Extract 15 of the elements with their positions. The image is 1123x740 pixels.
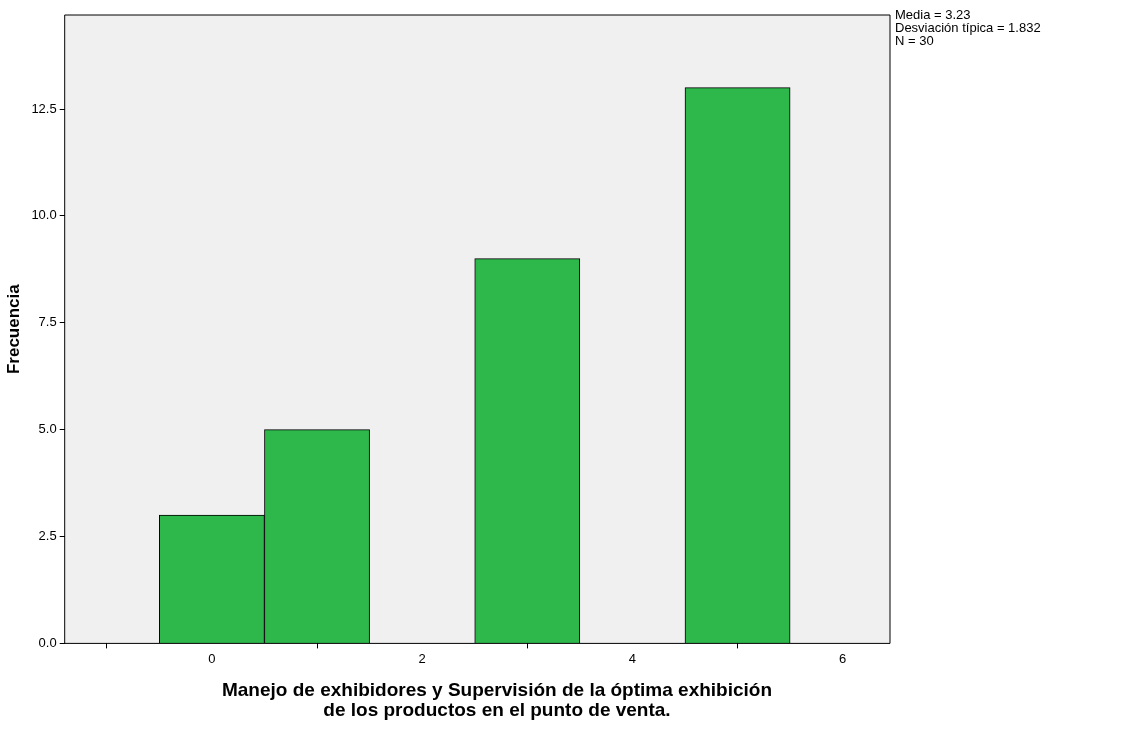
x-tick-label: 4 (628, 650, 637, 666)
x-tick-label: 2 (418, 650, 426, 666)
x-tick-label: 6 (839, 650, 847, 666)
y-tick-label: 0.0 (38, 634, 57, 650)
y-tick-label: 2.5 (38, 528, 57, 544)
x-axis-title: Manejo de exhibidores y Supervisión de la óptima exhibición de los productos en el punto de venta. (220, 679, 774, 720)
y-tick-label: 12.5 (31, 100, 57, 116)
text: Media = 3.23 (895, 7, 972, 22)
text: Desviación típica = 1.832 (895, 20, 1041, 35)
text: N = 30 (895, 33, 935, 48)
x-tick-label: 0 (208, 650, 216, 666)
y-tick-label: 7.5 (38, 314, 57, 330)
y-axis-title: Frecuencia (3, 283, 23, 375)
y-tick-label: 5.0 (38, 421, 57, 437)
y-tick-label: 10.0 (31, 207, 57, 223)
